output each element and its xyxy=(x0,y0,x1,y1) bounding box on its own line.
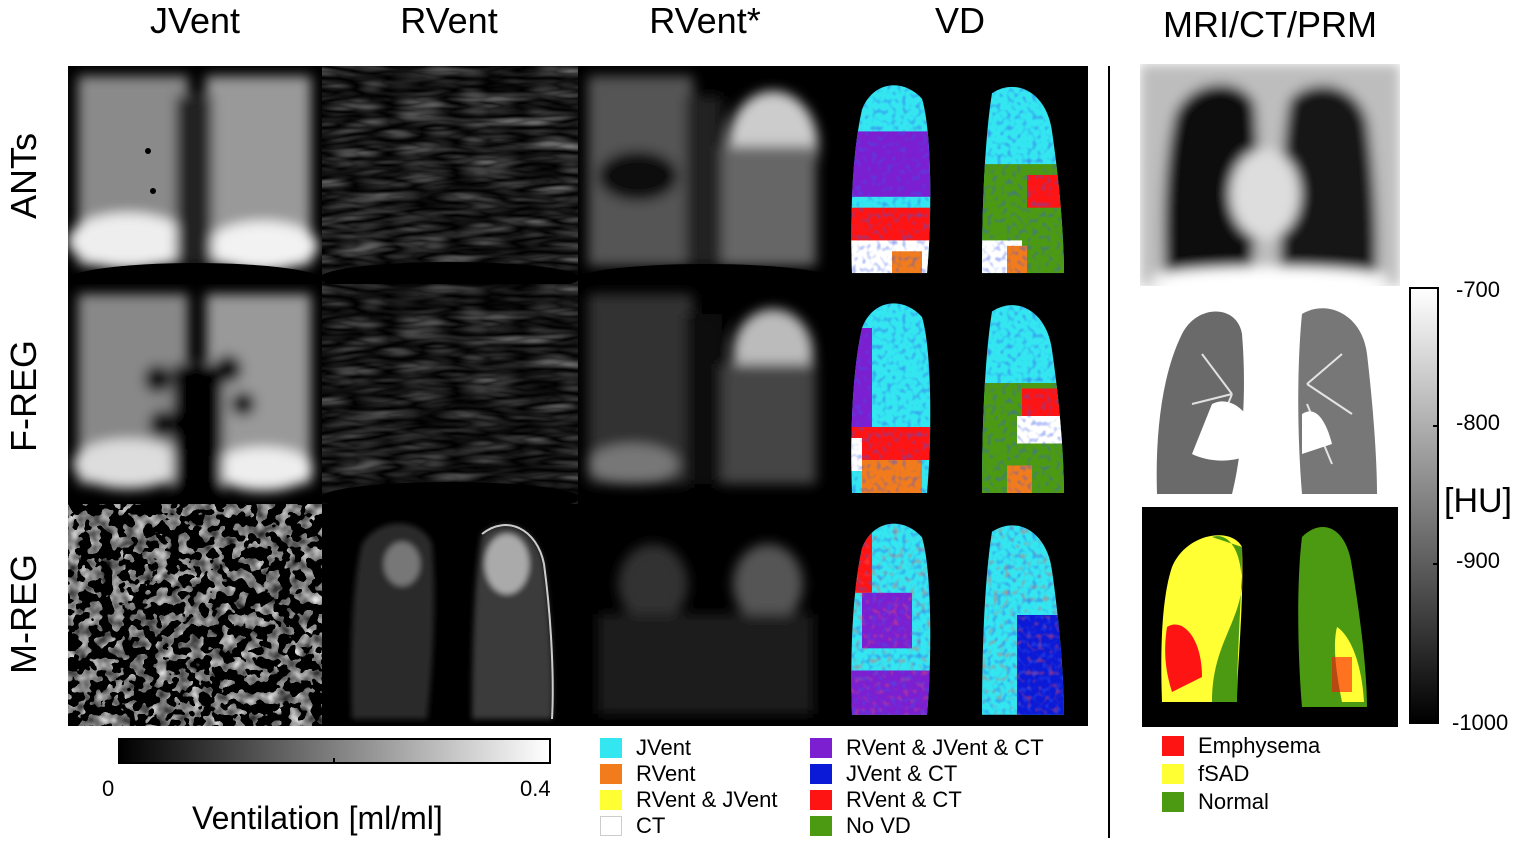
hu-colorbar-tick xyxy=(1433,425,1439,427)
legend-swatch xyxy=(1162,792,1184,812)
legend-swatch xyxy=(600,738,622,758)
panel-ct xyxy=(1152,294,1384,498)
hu-tick-label: -1000 xyxy=(1452,710,1509,735)
legend-swatch xyxy=(1162,736,1184,756)
panel-f-reg-jvent xyxy=(68,284,322,504)
vd-legend-item: JVent & CT xyxy=(810,761,957,787)
prm-legend-item: Normal xyxy=(1162,789,1269,815)
legend-swatch xyxy=(810,738,832,758)
hu-colorbar xyxy=(1409,287,1439,724)
hu-colorbar-tick xyxy=(1433,563,1439,565)
panel-f-reg-rvent-star xyxy=(578,284,832,504)
legend-swatch xyxy=(810,764,832,784)
panel-m-reg-rvent-star xyxy=(578,504,832,726)
vd-legend-item: RVent & JVent xyxy=(600,787,777,813)
panel-ants-jvent xyxy=(68,66,322,284)
vd-legend-item: RVent & CT xyxy=(810,787,962,813)
ventilation-colorbar-label: Ventilation [ml/ml] xyxy=(192,800,443,836)
panel-mri xyxy=(1140,64,1400,286)
vd-legend-item: RVent & JVent & CT xyxy=(810,735,1044,761)
panel-prm xyxy=(1142,507,1398,727)
panel-m-reg-jvent xyxy=(68,504,322,726)
legend-label: CT xyxy=(636,813,666,838)
vd-legend-item: No VD xyxy=(810,813,911,839)
legend-swatch xyxy=(810,816,832,836)
ventilation-colorbar-mid-tick xyxy=(333,758,335,764)
panel-ants-rvent xyxy=(322,66,578,284)
panel-ants-rvent-star xyxy=(578,66,832,284)
legend-label: fSAD xyxy=(1198,761,1250,786)
vd-legend-item: JVent xyxy=(600,735,691,761)
legend-label: RVent xyxy=(636,761,696,786)
legend-swatch xyxy=(600,816,622,836)
legend-label: JVent xyxy=(636,735,692,760)
legend-label: JVent & CT xyxy=(846,761,958,786)
legend-label: No VD xyxy=(846,813,911,838)
column-title-rvent-star: RVent* xyxy=(649,0,761,41)
row-label-ants: ANTs xyxy=(3,132,44,220)
legend-label: Emphysema xyxy=(1198,733,1321,758)
legend-swatch xyxy=(810,790,832,810)
column-title-jvent: JVent xyxy=(149,0,241,41)
column-title-mri-ct-prm: MRI/CT/PRM xyxy=(1163,4,1377,45)
prm-legend-item: Emphysema xyxy=(1162,733,1320,759)
row-label-f-reg: F-REG xyxy=(3,340,44,452)
hu-colorbar-label: [HU] xyxy=(1444,482,1512,520)
panel-f-reg-rvent xyxy=(322,284,578,504)
panel-f-reg-vd xyxy=(832,284,1088,504)
ventilation-max-label: 0.4 xyxy=(520,776,551,801)
panel-m-reg-vd xyxy=(832,504,1088,726)
panel-m-reg-rvent xyxy=(322,504,578,726)
panel-ants-vd xyxy=(832,66,1088,284)
column-title-rvent: RVent xyxy=(400,0,498,41)
legend-swatch xyxy=(1162,764,1184,784)
panel-divider xyxy=(1108,66,1110,838)
row-label-m-reg: M-REG xyxy=(3,554,44,674)
column-title-vd: VD xyxy=(934,0,985,41)
legend-label: RVent & JVent xyxy=(636,787,778,812)
legend-swatch xyxy=(600,764,622,784)
hu-tick-label: -800 xyxy=(1456,410,1501,435)
legend-label: RVent & JVent & CT xyxy=(846,735,1044,760)
hu-tick-label: -700 xyxy=(1456,277,1501,302)
ventilation-min-label: 0 xyxy=(102,776,115,801)
legend-label: Normal xyxy=(1198,789,1269,814)
legend-swatch xyxy=(600,790,622,810)
hu-tick-label: -900 xyxy=(1456,548,1501,573)
vd-legend-item: RVent xyxy=(600,761,696,787)
prm-legend-item: fSAD xyxy=(1162,761,1249,787)
vd-legend-item: CT xyxy=(600,813,665,839)
legend-label: RVent & CT xyxy=(846,787,962,812)
